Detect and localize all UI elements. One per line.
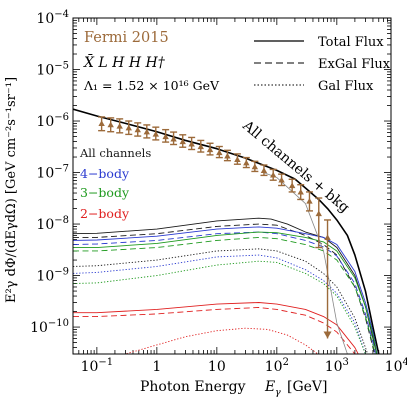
fermi-data-point bbox=[306, 198, 313, 204]
fermi-data-point bbox=[216, 149, 223, 156]
series-line-bkg-solid bbox=[73, 108, 380, 354]
y-tick-label: 10−9 bbox=[36, 267, 69, 285]
legend-label-total: Total Flux bbox=[318, 35, 384, 50]
fermi-data-point bbox=[152, 130, 159, 137]
series-line-four_body-solid bbox=[73, 226, 378, 354]
lambda-label: Λ₁ = 1.52 × 10¹⁶ GeV bbox=[83, 78, 220, 93]
series-line-all-dotted bbox=[73, 248, 369, 354]
tick-marks bbox=[72, 18, 392, 355]
x-tick-label: 102 bbox=[265, 357, 289, 375]
x-axis-unit: [GeV] bbox=[287, 379, 328, 395]
x-axis-var: E bbox=[264, 379, 275, 395]
legend-label-exgal: ExGal Flux bbox=[318, 57, 391, 72]
fermi-data-point bbox=[315, 210, 322, 217]
fermi-data-point bbox=[297, 188, 304, 195]
series-line-four_body-dotted bbox=[73, 254, 366, 354]
y-tick-label: 10−10 bbox=[30, 318, 69, 336]
fermi-data-group bbox=[98, 116, 332, 339]
all-channels-label: All channels bbox=[79, 146, 151, 160]
series-line-two_body-solid bbox=[73, 302, 359, 354]
series-line-three_body-dashed bbox=[73, 236, 376, 354]
fermi-data-point bbox=[206, 146, 214, 153]
fermi-data-point bbox=[188, 140, 195, 147]
y-tick-label: 10−5 bbox=[36, 61, 69, 79]
fermi-data-point bbox=[270, 171, 277, 178]
fermi-data-point bbox=[98, 120, 105, 126]
series-line-three_body-solid bbox=[73, 231, 378, 354]
fermi-data-point bbox=[234, 156, 241, 162]
fermi-data-point bbox=[143, 128, 151, 135]
fermi-data-point bbox=[243, 159, 250, 166]
fermi-data-point bbox=[224, 152, 231, 159]
x-tick-label: 10 bbox=[208, 359, 226, 375]
fermi-data-point bbox=[170, 135, 177, 142]
fermi-data-point bbox=[260, 167, 268, 174]
fermi-data-point bbox=[125, 124, 132, 131]
y-tick-label: 10−4 bbox=[36, 9, 69, 27]
x-tick-label: 1 bbox=[152, 359, 161, 375]
series-group bbox=[73, 108, 380, 354]
x-axis-label: Photon Energy bbox=[140, 379, 246, 395]
fermi-data-point bbox=[278, 176, 285, 183]
y-tick-label: 10−6 bbox=[36, 112, 69, 130]
fermi-data-point bbox=[107, 121, 114, 128]
x-axis-sub: γ bbox=[275, 387, 281, 398]
x-tick-label: 104 bbox=[385, 357, 407, 375]
fermi-data-point bbox=[251, 163, 259, 170]
fermi-data-point bbox=[288, 182, 296, 189]
fermi-upper-limit-arrow bbox=[323, 331, 332, 339]
series-line-two_body-dashed bbox=[73, 307, 356, 354]
legend-label-gal: Gal Flux bbox=[318, 79, 374, 94]
y-tick-label: 10−8 bbox=[36, 215, 69, 233]
y-tick-label: 10−7 bbox=[36, 164, 69, 182]
series-line-two_body-dotted bbox=[124, 327, 319, 354]
fermi-data-point bbox=[324, 234, 331, 241]
fermi-data-point bbox=[134, 126, 141, 133]
model-label: X̄ L H H H† bbox=[83, 53, 166, 71]
x-tick-label: 103 bbox=[325, 357, 349, 375]
plot-frame bbox=[72, 17, 392, 355]
x-tick-label: 10−1 bbox=[81, 357, 114, 375]
tick-labels: 10−1 1 10 102 103 104 10−10 10−9 10−8 10−7 10−6 10−… bbox=[30, 9, 407, 375]
two-body-label: 2−body bbox=[80, 206, 130, 221]
dataset-label: Fermi 2015 bbox=[84, 30, 169, 46]
fermi-data-point bbox=[116, 123, 123, 129]
fermi-data-point bbox=[162, 133, 169, 140]
series-line-three_body-dotted bbox=[73, 260, 366, 354]
fermi-data-point bbox=[197, 143, 204, 150]
three-body-label: 3−body bbox=[80, 185, 130, 200]
y-axis-label: E²γ dΦ/(dEγdΩ) [GeV cm⁻²s⁻¹sr⁻¹] bbox=[4, 77, 19, 303]
fermi-data-point bbox=[179, 138, 186, 145]
series-line-four_body-dashed bbox=[73, 231, 376, 354]
legend: Total Flux ExGal Flux Gal Flux bbox=[254, 35, 391, 94]
four-body-label: 4−body bbox=[80, 166, 130, 181]
